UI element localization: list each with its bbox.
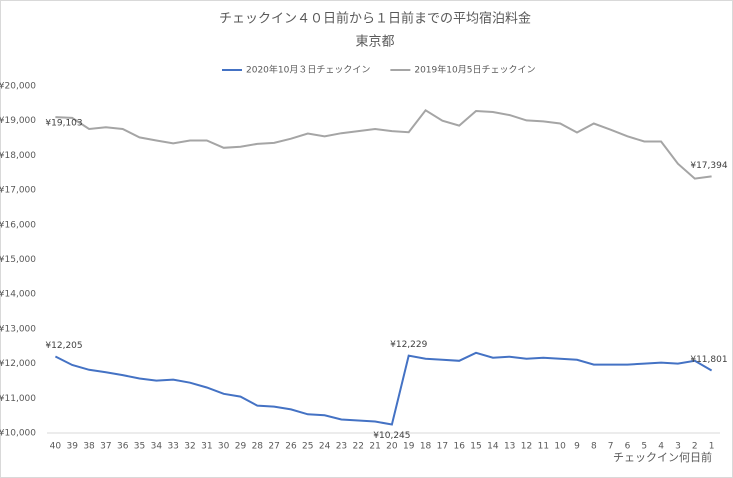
y-tick-label: ¥15,000	[0, 255, 36, 265]
x-tick-label: 15	[470, 442, 481, 452]
x-tick-label: 19	[403, 442, 415, 452]
x-tick-label: 12	[521, 442, 532, 452]
x-tick-label: 26	[285, 442, 297, 452]
x-tick-label: 4	[658, 442, 664, 452]
x-tick-label: 17	[437, 442, 448, 452]
x-tick-label: 21	[369, 442, 380, 452]
x-tick-label: 1	[709, 442, 715, 452]
y-tick-label: ¥12,000	[0, 359, 36, 369]
legend-label: 2020年10月３日チェックイン	[246, 64, 370, 76]
x-tick-label: 28	[252, 442, 264, 452]
x-tick-label: 14	[487, 442, 499, 452]
x-tick-label: 11	[538, 442, 549, 452]
x-tick-label: 22	[353, 442, 364, 452]
x-tick-label: 32	[184, 442, 195, 452]
x-tick-label: 24	[319, 442, 331, 452]
x-tick-label: 18	[420, 442, 432, 452]
x-tick-label: 5	[641, 442, 647, 452]
x-tick-label: 20	[386, 442, 398, 452]
y-tick-label: ¥11,000	[0, 394, 36, 404]
x-tick-label: 6	[625, 442, 631, 452]
y-tick-label: ¥20,000	[0, 82, 36, 92]
y-tick-label: ¥14,000	[0, 290, 36, 300]
y-tick-label: ¥10,000	[0, 429, 36, 439]
x-tick-label: 2	[692, 442, 698, 452]
x-tick-label: 36	[117, 442, 129, 452]
legend-label: 2019年10月5日チェックイン	[414, 64, 535, 76]
x-tick-label: 33	[167, 442, 178, 452]
x-tick-label: 35	[134, 442, 145, 452]
x-tick-label: 25	[302, 442, 313, 452]
data-label: ¥11,801	[690, 355, 727, 365]
x-tick-label: 40	[50, 442, 62, 452]
chart-subtitle: 東京都	[355, 34, 394, 50]
x-tick-label: 29	[235, 442, 247, 452]
x-tick-label: 30	[218, 442, 230, 452]
x-tick-label: 16	[453, 442, 465, 452]
data-label: ¥19,103	[45, 119, 82, 129]
x-tick-label: 27	[268, 442, 279, 452]
x-tick-label: 31	[201, 442, 212, 452]
x-tick-label: 7	[608, 442, 614, 452]
data-label: ¥12,229	[390, 340, 427, 350]
x-tick-label: 8	[591, 442, 597, 452]
x-tick-label: 13	[504, 442, 515, 452]
x-tick-label: 10	[554, 442, 566, 452]
x-tick-label: 37	[100, 442, 111, 452]
y-tick-label: ¥16,000	[0, 220, 36, 230]
x-tick-label: 38	[83, 442, 95, 452]
data-label: ¥12,205	[45, 341, 82, 351]
line-series	[55, 108, 712, 180]
x-tick-label: 3	[675, 442, 681, 452]
y-tick-label: ¥17,000	[0, 186, 36, 196]
x-tick-label: 34	[151, 442, 163, 452]
y-tick-label: ¥13,000	[0, 324, 36, 334]
x-axis-label: チェックイン何日前	[613, 450, 712, 464]
data-label: ¥10,245	[373, 431, 410, 441]
x-tick-label: 9	[574, 442, 580, 452]
y-tick-label: ¥19,000	[0, 116, 36, 126]
line-series	[54, 351, 713, 426]
y-tick-label: ¥18,000	[0, 151, 36, 161]
chart-title: チェックイン４０日前から１日前までの平均宿泊料金	[219, 11, 531, 27]
x-tick-label: 23	[336, 442, 347, 452]
x-tick-label: 39	[67, 442, 79, 452]
data-label: ¥17,394	[690, 161, 727, 171]
